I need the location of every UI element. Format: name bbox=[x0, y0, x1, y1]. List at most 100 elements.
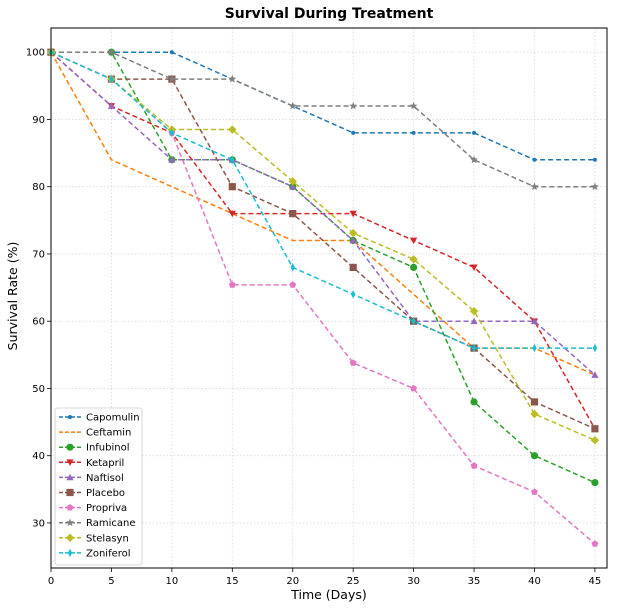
data-point bbox=[349, 236, 357, 244]
data-point bbox=[530, 182, 539, 191]
data-point bbox=[409, 101, 418, 110]
x-tick-label: 30 bbox=[407, 576, 420, 587]
series-line bbox=[50, 51, 596, 376]
y-tick-label: 30 bbox=[32, 518, 45, 529]
legend-item: Stelasyn bbox=[59, 533, 129, 544]
data-point bbox=[471, 343, 477, 353]
data-point bbox=[288, 101, 297, 110]
series-line bbox=[50, 51, 596, 441]
data-point bbox=[348, 228, 358, 238]
x-tick-label: 35 bbox=[468, 576, 481, 587]
x-tick-label: 15 bbox=[226, 576, 239, 587]
legend-marker bbox=[67, 548, 73, 558]
series-line bbox=[51, 51, 595, 161]
legend-marker bbox=[68, 415, 72, 419]
data-point bbox=[470, 462, 478, 469]
data-point bbox=[591, 425, 599, 433]
y-tick-label: 100 bbox=[26, 48, 45, 59]
data-point bbox=[410, 384, 418, 392]
data-point bbox=[472, 130, 477, 135]
data-point bbox=[469, 306, 479, 316]
data-point bbox=[107, 102, 116, 109]
data-point bbox=[289, 210, 297, 218]
legend-marker bbox=[66, 473, 74, 481]
data-point bbox=[530, 317, 539, 325]
data-point bbox=[349, 210, 357, 218]
y-tick-label: 40 bbox=[32, 451, 45, 462]
data-point bbox=[532, 157, 537, 162]
data-point bbox=[167, 74, 176, 83]
chart-title: Survival During Treatment bbox=[225, 6, 434, 22]
data-point bbox=[169, 128, 175, 138]
data-point bbox=[590, 182, 599, 191]
y-tick-label: 70 bbox=[32, 249, 45, 260]
legend-marker bbox=[66, 443, 74, 451]
legend-label: Ketapril bbox=[86, 458, 124, 469]
series-line bbox=[50, 51, 596, 430]
data-point bbox=[592, 157, 597, 162]
data-point bbox=[169, 50, 174, 55]
legend-label: Ramicane bbox=[86, 518, 136, 529]
legend-item: Propriva bbox=[59, 503, 127, 514]
legend-item: Zoniferol bbox=[59, 548, 131, 559]
data-point bbox=[591, 540, 599, 547]
plot-frame bbox=[50, 27, 608, 569]
x-tick-label: 40 bbox=[528, 576, 541, 587]
data-point bbox=[351, 290, 356, 299]
data-point bbox=[411, 317, 416, 326]
legend-label: Capomulin bbox=[86, 413, 140, 424]
data-point bbox=[592, 343, 598, 353]
data-point bbox=[530, 409, 539, 419]
data-point bbox=[109, 74, 114, 84]
axis-ticks: 0 5 10 15 20 25 30 35 40 45 30 40 50 60 70 80 90 100 bbox=[26, 48, 601, 587]
legend-label: Stelasyn bbox=[86, 533, 129, 544]
data-point bbox=[470, 155, 479, 164]
y-tick-label: 90 bbox=[32, 115, 45, 126]
data-point bbox=[410, 237, 418, 245]
data-point bbox=[290, 263, 295, 272]
legend-item: Naftisol bbox=[59, 473, 124, 484]
data-point bbox=[349, 263, 357, 272]
data-point bbox=[228, 183, 236, 191]
y-axis-label: Survival Rate (%) bbox=[5, 242, 20, 351]
data-point bbox=[470, 317, 478, 325]
data-point bbox=[410, 263, 418, 272]
data-point bbox=[591, 371, 599, 378]
data-point bbox=[288, 177, 297, 186]
x-tick-label: 45 bbox=[589, 576, 602, 587]
legend-label: Placebo bbox=[86, 488, 125, 499]
data-point bbox=[409, 255, 418, 264]
data-point bbox=[470, 398, 478, 406]
data-point bbox=[228, 125, 237, 134]
legend-item: Ramicane bbox=[59, 518, 136, 529]
y-tick-label: 50 bbox=[32, 384, 45, 395]
y-tick-label: 80 bbox=[32, 182, 45, 193]
x-tick-label: 10 bbox=[166, 576, 179, 587]
legend-item: Placebo bbox=[59, 488, 125, 499]
legend-label: Zoniferol bbox=[86, 548, 131, 559]
data-point bbox=[107, 48, 116, 56]
legend-item: Capomulin bbox=[59, 413, 140, 424]
data-point bbox=[228, 281, 236, 288]
data-point bbox=[168, 156, 176, 163]
data-point bbox=[289, 183, 297, 190]
legend-label: Ceftamin bbox=[86, 428, 131, 439]
legend-item: Ceftamin bbox=[59, 428, 131, 439]
legend-marker bbox=[66, 459, 74, 466]
data-point bbox=[530, 398, 539, 406]
y-tick-label: 60 bbox=[32, 317, 45, 328]
data-point bbox=[411, 130, 416, 135]
data-point bbox=[590, 436, 600, 445]
x-tick-label: 25 bbox=[347, 576, 360, 587]
data-point bbox=[532, 343, 537, 353]
data-point bbox=[230, 155, 235, 165]
legend-label: Naftisol bbox=[86, 473, 124, 484]
data-point bbox=[228, 210, 236, 218]
legend-label: Infubinol bbox=[86, 443, 130, 454]
legend-marker bbox=[66, 488, 74, 497]
x-tick-label: 0 bbox=[48, 576, 54, 587]
data-point bbox=[530, 452, 539, 460]
series-line bbox=[50, 51, 595, 349]
